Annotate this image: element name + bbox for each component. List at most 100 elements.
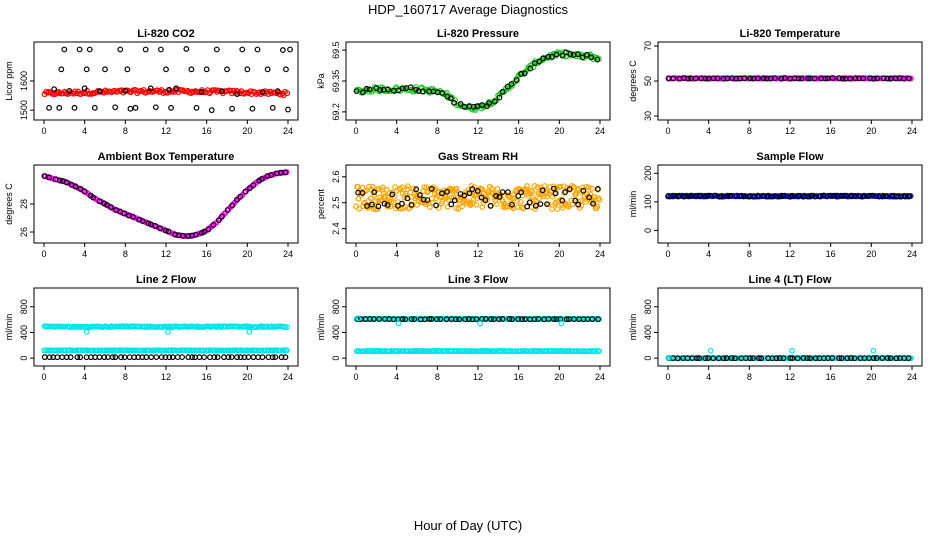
data-point [550,316,557,322]
x-tick-label: 4 [394,372,399,382]
data-point [789,347,795,354]
data-point [165,228,172,235]
data-point [776,355,783,361]
data-point [563,316,570,323]
data-point [173,85,180,92]
data-point [540,193,547,200]
data-point [537,316,544,322]
data-point [428,185,435,192]
y-tick-label: 69.2 [331,103,341,121]
data-point [879,355,886,362]
data-point [539,187,546,194]
data-point [359,89,366,96]
data-point [789,355,796,361]
data-point [869,192,876,199]
y-tick-label: 200 [643,166,653,181]
data-point [179,354,186,361]
data-point [839,193,846,199]
data-point [399,200,405,207]
data-point [572,197,579,204]
plot-frame [345,287,611,367]
data-point [451,197,458,204]
data-point [258,176,265,182]
data-point [272,354,279,361]
data-series [666,355,912,362]
data-point [751,193,757,200]
data-point [905,75,912,82]
data-point [515,204,521,211]
data-point [777,193,784,200]
data-point [124,66,131,73]
data-point [550,185,557,192]
x-tick-label: 0 [353,372,358,382]
data-point [860,193,867,200]
x-tick-label: 16 [202,126,212,136]
chart-panel: Line 3 Flow 0 4 8 12 16 20 24 0 400 800 ml/min [316,274,611,382]
data-point [139,218,146,225]
x-tick-label: 0 [353,126,358,136]
data-point [381,200,388,207]
data-point [153,354,160,361]
data-point [193,231,199,238]
data-point [376,316,382,322]
x-tick-label: 0 [41,126,46,136]
chart-title: Line 4 (LT) Flow [749,274,832,286]
data-point [557,183,564,190]
data-point [71,104,78,111]
data-series [83,328,253,335]
data-point [900,75,907,82]
data-point [558,320,565,327]
data-point [448,194,455,201]
y-tick-label: 100 [643,194,653,209]
data-point [77,186,84,192]
x-tick-label: 12 [473,372,483,382]
x-tick-label: 12 [161,249,171,259]
data-point [526,199,533,206]
data-point [696,192,703,199]
data-point [112,104,119,111]
data-point [419,88,426,95]
data-point [692,75,699,82]
data-point [579,184,586,191]
data-point [72,183,79,190]
data-point [594,203,601,210]
data-point [848,192,855,199]
data-point [371,189,378,196]
data-point [504,83,511,90]
data-point [214,323,221,330]
y-tick-label: 50 [643,76,653,86]
data-series [41,323,290,331]
data-point [274,88,281,95]
data-point [807,355,813,362]
data-series [41,86,291,99]
data-point [371,192,378,198]
x-tick-label: 8 [747,126,752,136]
x-tick-label: 0 [41,372,46,382]
data-point [549,206,555,213]
data-point [264,173,271,180]
data-series [41,354,289,361]
x-tick-label: 20 [866,249,876,259]
x-tick-label: 20 [242,126,252,136]
data-point [67,354,74,361]
data-point [513,77,520,84]
data-point [81,188,88,195]
data-point [795,192,802,199]
data-point [583,198,589,205]
x-tick-label: 8 [747,372,752,382]
data-point [860,75,867,82]
data-point [364,203,370,209]
data-point [162,227,169,234]
chart-title: Gas Stream RH [438,151,518,163]
x-tick-label: 20 [554,249,564,259]
data-point [583,51,590,58]
data-point [808,192,815,199]
data-point [870,347,877,354]
data-point [527,65,534,72]
data-point [880,75,887,82]
data-point [433,202,439,209]
data-point [789,192,796,199]
data-point [494,185,501,192]
data-point [234,354,240,361]
data-point [517,198,524,205]
